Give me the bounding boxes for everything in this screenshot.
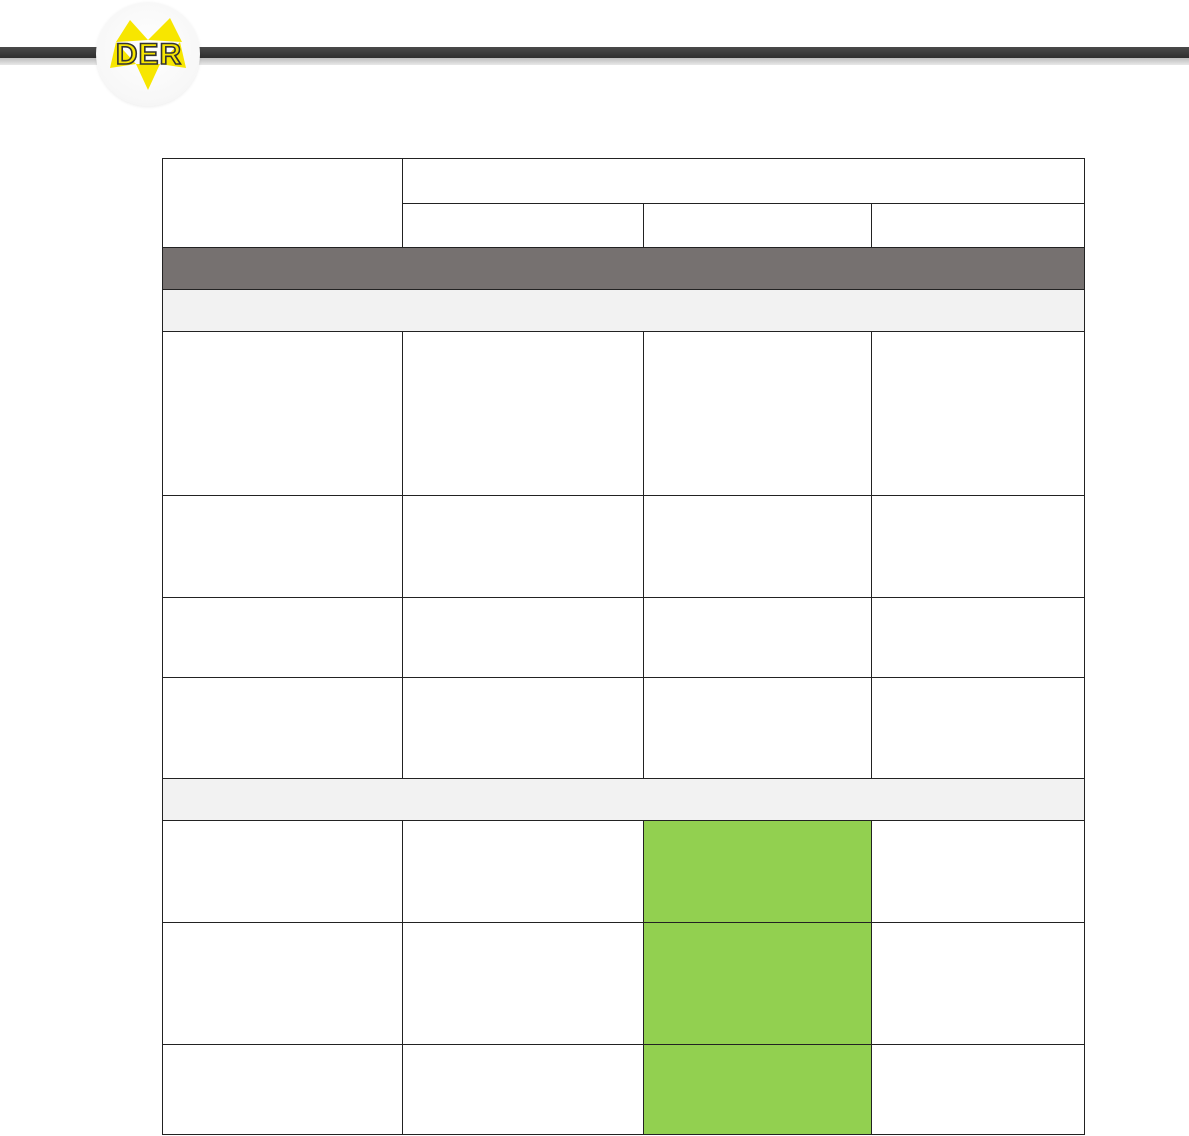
highlighted-cell: [643, 922, 872, 1045]
table-row: [162, 495, 1086, 598]
header-column-1: [402, 203, 644, 248]
table-row: [162, 597, 1086, 678]
row-label-cell: [162, 331, 403, 496]
table-cell: [402, 1044, 644, 1135]
table-cell: [870, 820, 1086, 923]
table-cell: [402, 597, 644, 678]
table-row: [162, 820, 1086, 923]
table-cell: [870, 597, 1086, 678]
logo-wordmark: DER: [116, 38, 182, 71]
subsection-title: [161, 778, 1086, 821]
page-header: DER: [0, 0, 1189, 120]
subsection-title: [161, 289, 1086, 332]
header-rule-light: [0, 58, 1189, 65]
header-column-2: [643, 203, 872, 248]
header-group-cell: [401, 158, 1086, 204]
table-cell: [643, 495, 872, 598]
table-cell: [402, 331, 644, 496]
der-logo-icon: DER: [110, 18, 186, 90]
highlighted-cell: [643, 820, 872, 923]
row-label-cell: [162, 495, 403, 598]
row-label-cell: [162, 922, 403, 1045]
table-cell: [402, 495, 644, 598]
row-label-cell: [162, 820, 403, 923]
table-cell: [870, 922, 1086, 1045]
der-logo: DER: [96, 2, 200, 106]
section-header-row: [161, 247, 1086, 290]
table-row: [162, 677, 1086, 779]
table-cell: [870, 331, 1086, 496]
table-cell: [402, 922, 644, 1045]
row-label-cell: [162, 597, 403, 678]
table-cell: [402, 820, 644, 923]
table-cell: [643, 597, 872, 678]
table-cell: [402, 677, 644, 779]
section-title: [161, 247, 1086, 290]
table-cell: [870, 677, 1086, 779]
header-rule-dark: [0, 47, 1189, 58]
table-subheader-row: [163, 203, 1086, 248]
table-row: [162, 922, 1086, 1045]
subsection-row: [161, 778, 1086, 821]
table-row: [162, 331, 1086, 496]
table-row: [162, 1044, 1086, 1135]
row-label-cell: [162, 1044, 403, 1135]
header-column-3: [870, 203, 1086, 248]
table-cell: [870, 495, 1086, 598]
table-cell: [643, 677, 872, 779]
table-cell: [643, 331, 872, 496]
table-cell: [870, 1044, 1086, 1135]
header-corner-cell: [162, 158, 403, 248]
row-label-cell: [162, 677, 403, 779]
subsection-row: [161, 289, 1086, 332]
table-header-row: [162, 158, 1086, 248]
highlighted-cell: [643, 1044, 872, 1135]
data-table: [161, 158, 1086, 1135]
